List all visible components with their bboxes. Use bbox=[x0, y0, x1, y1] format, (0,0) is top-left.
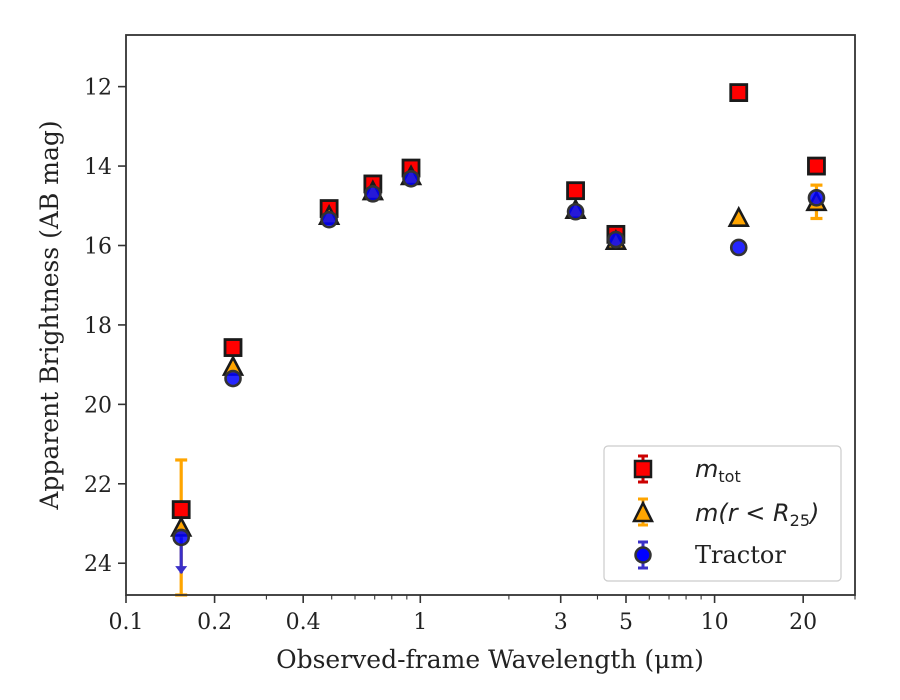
mtot-square-marker bbox=[807, 156, 826, 176]
x-tick-label: 10 bbox=[701, 610, 729, 635]
y-tick-label: 22 bbox=[84, 473, 112, 498]
legend-mr25-close: ) bbox=[808, 499, 819, 527]
x-tick-label: 5 bbox=[619, 610, 633, 635]
mtot-square-marker bbox=[171, 500, 191, 520]
legend-box bbox=[603, 445, 842, 582]
legend-mr25-base: m(r < R bbox=[695, 499, 790, 527]
mr25-triangle-marker bbox=[727, 205, 750, 227]
legend-mr25-triangle-marker bbox=[631, 500, 655, 523]
y-tick-label: 20 bbox=[84, 393, 112, 418]
legend-mtot-subscript: tot bbox=[718, 467, 740, 486]
legend-mtot-base: m bbox=[695, 455, 718, 483]
legend-mr25-subscript: 25 bbox=[790, 511, 810, 530]
y-tick-label: 24 bbox=[84, 552, 112, 577]
tractor-circle-marker bbox=[320, 210, 338, 229]
y-axis-ticks: 12 14 16 18 20 22 24 bbox=[84, 76, 126, 577]
y-tick-label: 18 bbox=[84, 314, 112, 339]
plot-frame bbox=[125, 34, 856, 596]
data-markers bbox=[170, 83, 828, 547]
legend-mr25-label: m(r < R25) bbox=[695, 499, 819, 530]
legend-item-tractor: Tractor bbox=[634, 540, 786, 570]
tractor-circle-marker bbox=[807, 189, 826, 207]
x-axis-ticks: 0.1 0.2 0.4 1 3 5 10 20 bbox=[109, 595, 856, 635]
legend: mtot m(r < R25) Tractor bbox=[603, 445, 842, 582]
legend-item-mtot: mtot bbox=[633, 454, 741, 486]
x-tick-label: 0.1 bbox=[109, 610, 144, 635]
tractor-circle-marker bbox=[607, 230, 625, 249]
y-tick-label: 12 bbox=[84, 76, 112, 101]
mtot-square-marker bbox=[729, 83, 749, 102]
legend-tractor-label: Tractor bbox=[695, 541, 786, 569]
legend-mtot-label: mtot bbox=[695, 455, 741, 486]
tractor-circle-marker bbox=[566, 202, 585, 221]
upper-limit-arrow bbox=[175, 566, 188, 575]
x-tick-label: 0.2 bbox=[197, 610, 232, 635]
x-tick-label: 20 bbox=[789, 610, 817, 635]
tractor-circle-marker bbox=[364, 185, 382, 203]
x-axis-title: Observed-frame Wavelength (μm) bbox=[276, 645, 704, 674]
x-tick-label: 3 bbox=[554, 610, 568, 635]
legend-tractor-circle-marker bbox=[634, 546, 652, 564]
y-tick-label: 14 bbox=[84, 155, 112, 180]
tractor-circle-marker bbox=[224, 369, 242, 388]
legend-item-mr25: m(r < R25) bbox=[631, 497, 819, 530]
tractor-circle-marker bbox=[172, 528, 190, 547]
mtot-square-marker bbox=[566, 181, 585, 201]
legend-mtot-square-marker bbox=[633, 459, 653, 479]
x-tick-label: 1 bbox=[413, 610, 427, 635]
mtot-square-marker bbox=[223, 338, 243, 357]
y-tick-label: 16 bbox=[84, 234, 112, 259]
tractor-circle-marker bbox=[402, 169, 420, 188]
y-axis-title: Apparent Brightness (AB mag) bbox=[35, 120, 64, 510]
tractor-circle-marker bbox=[729, 238, 748, 257]
x-tick-label: 0.4 bbox=[286, 610, 321, 635]
